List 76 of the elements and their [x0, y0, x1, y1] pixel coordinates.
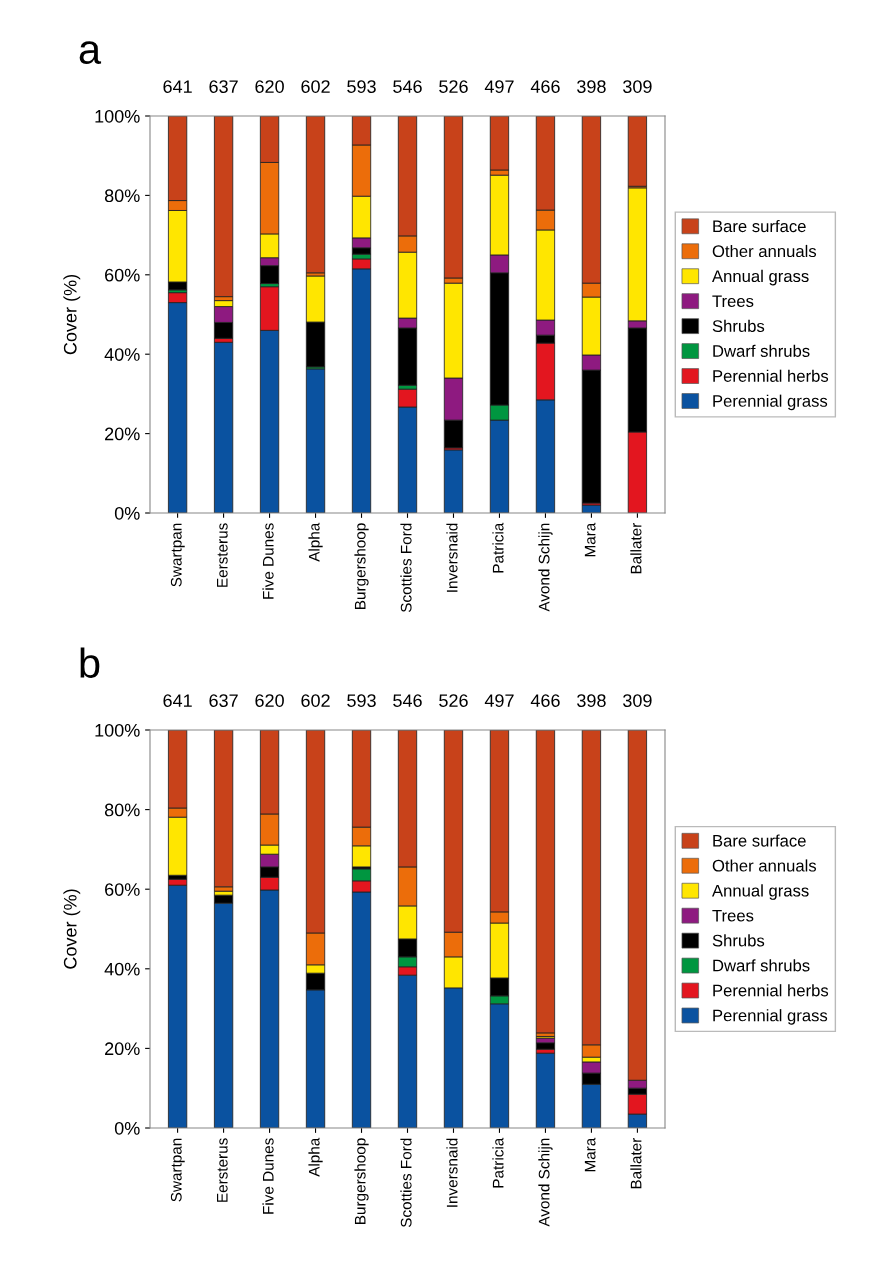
annotation: 620: [255, 80, 284, 93]
x-tick-label: Avond Schijn: [538, 1138, 553, 1227]
x-tick-label: Five Dunes: [262, 523, 274, 599]
x-tick-label: Scotties Ford: [400, 1138, 412, 1228]
legend-label: Shrubs: [712, 319, 765, 332]
annotation: 466: [530, 694, 560, 707]
legend-label: Bare surface: [713, 834, 806, 847]
annotation: 620: [255, 694, 284, 707]
y-tick-label: 20%: [105, 427, 140, 441]
x-tick-label: Inversnaid: [446, 1138, 458, 1207]
x-tick-label: Patricia: [492, 522, 504, 573]
annotation: 637: [209, 80, 238, 93]
y-tick-label: 40%: [104, 348, 140, 361]
annotation: 398: [577, 694, 606, 707]
annotation: 398: [577, 80, 606, 93]
legend-label: Trees: [712, 295, 754, 308]
y-tick-label: 60%: [105, 883, 140, 896]
x-tick-label: Swartpan: [170, 523, 185, 587]
x-tick-label: Avond Schijn: [538, 523, 553, 612]
annotation: 602: [301, 80, 330, 93]
y-axis-title: Cover (%): [63, 889, 81, 969]
x-tick-label: Burgershoop: [354, 1138, 369, 1224]
x-tick-label: Alpha: [308, 1137, 323, 1177]
annotation: 526: [439, 694, 468, 707]
x-tick-label: Scotties Ford: [400, 523, 412, 613]
x-tick-label: Ballater: [630, 1137, 642, 1189]
x-tick-label: Mara: [584, 522, 596, 557]
y-tick-label: 20%: [105, 1042, 140, 1056]
legend-label: Perennial herbs: [713, 984, 829, 997]
annotation: 637: [209, 694, 238, 707]
annotation: 497: [484, 80, 514, 93]
y-axis-title: Cover (%): [63, 274, 81, 355]
x-tick-label: Swartpan: [170, 1138, 185, 1202]
x-tick-label: Five Dunes: [262, 1138, 274, 1214]
y-tick-label: 80%: [104, 803, 140, 817]
annotation: 309: [623, 80, 652, 93]
x-tick-label: Eersterus: [217, 523, 228, 587]
x-tick-label: Mara: [584, 1137, 596, 1172]
chart-title: b: [80, 647, 100, 678]
legend-label: Trees: [712, 909, 754, 922]
x-tick-label: Ballater: [630, 522, 642, 574]
y-tick-label: 100%: [95, 109, 140, 123]
annotation: 593: [347, 694, 376, 707]
legend-label: Shrubs: [712, 934, 765, 947]
chart-title: a: [79, 41, 102, 65]
legend-label: Other annuals: [712, 244, 817, 258]
legend-label: Annual grass: [712, 884, 809, 900]
annotation: 593: [347, 80, 376, 93]
annotation: 497: [484, 694, 514, 707]
legend-label: Bare surface: [713, 219, 806, 233]
y-tick-label: 0%: [114, 1121, 140, 1135]
y-tick-label: 0%: [114, 506, 140, 520]
annotation: 641: [163, 80, 192, 93]
annotation: 526: [439, 80, 468, 93]
y-tick-label: 100%: [95, 723, 140, 737]
y-tick-label: 80%: [104, 189, 140, 203]
annotation: 546: [393, 694, 422, 707]
legend-label: Perennial grass: [713, 1009, 828, 1025]
annotation: 466: [530, 80, 560, 93]
y-tick-label: 40%: [104, 962, 140, 976]
x-tick-label: Eersterus: [217, 1138, 228, 1202]
annotation: 641: [163, 694, 192, 707]
annotation: 546: [393, 80, 422, 93]
x-tick-label: Patricia: [492, 1137, 504, 1188]
legend-label: Annual grass: [712, 269, 809, 286]
x-tick-label: Alpha: [308, 522, 323, 562]
x-tick-label: Inversnaid: [446, 523, 458, 592]
legend-label: Perennial herbs: [713, 369, 829, 382]
annotation: 309: [623, 694, 652, 707]
legend-label: Other annuals: [712, 859, 817, 872]
legend-label: Dwarf shrubs: [713, 959, 810, 972]
y-tick-label: 60%: [105, 268, 140, 282]
x-tick-label: Burgershoop: [354, 523, 369, 609]
legend-label: Perennial grass: [713, 394, 828, 411]
legend-label: Dwarf shrubs: [713, 344, 810, 357]
annotation: 602: [301, 694, 330, 707]
